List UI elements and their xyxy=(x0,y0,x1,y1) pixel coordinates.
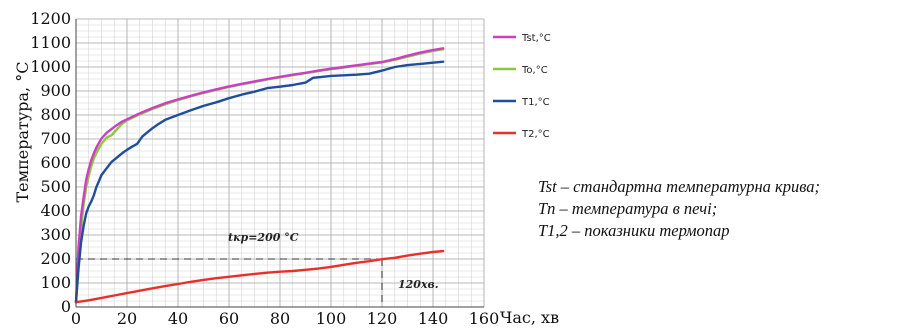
series-line-4 xyxy=(74,249,445,304)
y-tick-label: 0 xyxy=(61,297,71,316)
x-tick-label: 120 xyxy=(367,309,398,328)
series-line-2 xyxy=(74,48,445,304)
y-tick-label: 900 xyxy=(40,81,71,100)
legend-label-2: To,°C xyxy=(521,65,548,76)
legend-notes: Tst – стандартна температурна крива; Tп … xyxy=(538,176,917,242)
chart-grid xyxy=(75,18,485,308)
chart-axes xyxy=(75,19,484,308)
note-thermocouples: T1,2 – показники термопар xyxy=(538,221,730,240)
x-tick-label: 60 xyxy=(219,309,239,328)
note-standard-curve: Tst – стандартна температурна крива; xyxy=(538,177,821,196)
series-lines xyxy=(74,47,445,304)
y-tick-label: 500 xyxy=(40,177,71,196)
y-tick-label: 300 xyxy=(40,225,71,244)
tick-labels: 0 20 40 60 80 100 120 140 1600100200300400500600… xyxy=(30,9,499,328)
time-annotation: 120хв. xyxy=(398,278,439,291)
note-furnace-temperature: Tп – температура в печі; xyxy=(538,199,718,218)
x-tick-label: 160 xyxy=(469,309,500,328)
legend-label-4: T2,°C xyxy=(521,129,550,140)
legend-label-3: T1,°C xyxy=(521,97,550,108)
y-tick-label: 1000 xyxy=(30,57,71,76)
y-tick-label: 1200 xyxy=(30,9,71,28)
y-tick-label: 600 xyxy=(40,153,71,172)
x-tick-label: 0 xyxy=(71,309,81,328)
y-tick-label: 200 xyxy=(40,249,71,268)
y-tick-label: 700 xyxy=(40,129,71,148)
y-tick-label: 100 xyxy=(40,273,71,292)
y-tick-label: 1100 xyxy=(30,33,71,52)
series-line-3 xyxy=(74,60,445,304)
y-tick-label: 800 xyxy=(40,105,71,124)
x-tick-label: 100 xyxy=(316,309,347,328)
legend-label-1: Tst,°C xyxy=(521,33,551,44)
y-tick-label: 400 xyxy=(40,201,71,220)
series-line-1 xyxy=(74,47,445,304)
y-axis-title: Температура, °С xyxy=(13,62,32,203)
threshold-guides xyxy=(76,258,383,307)
x-tick-label: 140 xyxy=(418,309,449,328)
x-axis-title: Час, хв xyxy=(500,308,559,327)
x-tick-label: 40 xyxy=(168,309,188,328)
x-tick-label: 20 xyxy=(117,309,137,328)
x-tick-label: 80 xyxy=(270,309,290,328)
threshold-annotation: tкр=200 °C xyxy=(228,231,299,244)
chart-legend: Tst,°C To,°C T1,°C T2,°C xyxy=(493,33,551,140)
